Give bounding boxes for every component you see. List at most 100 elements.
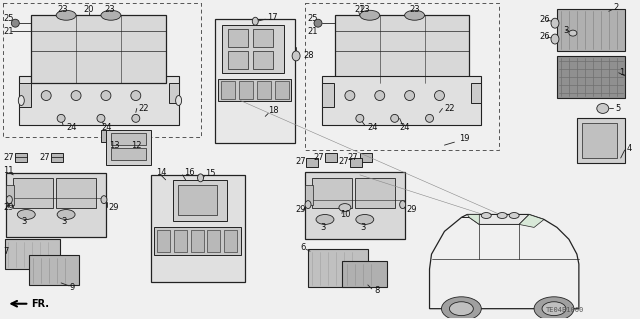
Bar	[225, 230, 237, 252]
Bar	[173, 230, 187, 252]
Ellipse shape	[481, 212, 492, 219]
Ellipse shape	[435, 91, 444, 100]
Polygon shape	[429, 214, 579, 309]
Text: 20: 20	[84, 5, 94, 14]
Bar	[325, 153, 337, 162]
Bar	[216, 19, 295, 143]
Bar	[101, 130, 121, 142]
Bar	[239, 81, 253, 99]
Bar	[29, 255, 79, 285]
Bar	[275, 81, 289, 99]
Bar	[151, 175, 245, 282]
Text: 2: 2	[614, 3, 619, 12]
Ellipse shape	[509, 212, 519, 219]
Bar	[335, 15, 469, 83]
Ellipse shape	[404, 10, 424, 20]
Text: 27: 27	[338, 158, 349, 167]
Ellipse shape	[19, 96, 24, 106]
Ellipse shape	[305, 201, 311, 209]
Ellipse shape	[404, 91, 415, 100]
Text: 6: 6	[300, 243, 305, 252]
Bar	[31, 15, 166, 83]
Text: 7: 7	[3, 247, 9, 256]
Text: 29: 29	[295, 205, 306, 214]
Bar	[582, 123, 617, 158]
Ellipse shape	[57, 210, 75, 219]
Ellipse shape	[399, 201, 406, 209]
Ellipse shape	[17, 210, 35, 219]
Ellipse shape	[497, 212, 507, 219]
Text: 17: 17	[268, 13, 278, 22]
Polygon shape	[461, 214, 529, 225]
Ellipse shape	[551, 18, 559, 28]
Bar	[305, 172, 404, 239]
Ellipse shape	[101, 10, 121, 20]
Ellipse shape	[12, 19, 19, 27]
Bar	[577, 118, 625, 163]
Bar	[557, 9, 625, 51]
Ellipse shape	[101, 91, 111, 100]
Bar	[360, 153, 372, 162]
Ellipse shape	[569, 30, 577, 36]
Bar	[19, 83, 31, 108]
Text: 21: 21	[355, 5, 365, 14]
Polygon shape	[519, 214, 544, 227]
Text: 3: 3	[61, 217, 67, 226]
Ellipse shape	[56, 10, 76, 20]
Text: 19: 19	[460, 134, 470, 143]
Ellipse shape	[316, 214, 334, 225]
Bar	[5, 239, 60, 269]
Text: 29: 29	[406, 205, 417, 214]
Text: 27: 27	[3, 152, 14, 161]
Bar	[218, 79, 291, 100]
Text: 14: 14	[156, 168, 166, 177]
Ellipse shape	[390, 115, 399, 122]
Bar	[322, 83, 334, 108]
Ellipse shape	[339, 204, 351, 211]
Text: 26: 26	[539, 15, 550, 24]
Bar	[191, 230, 204, 252]
Ellipse shape	[131, 91, 141, 100]
Bar	[173, 180, 227, 221]
Bar	[6, 185, 14, 204]
Text: 24: 24	[101, 123, 111, 132]
Bar	[342, 261, 387, 287]
Bar	[157, 230, 170, 252]
Bar	[305, 185, 313, 204]
Ellipse shape	[542, 302, 566, 315]
Bar	[111, 148, 146, 160]
Text: 23: 23	[57, 5, 68, 14]
Text: 27: 27	[295, 158, 306, 167]
Bar	[471, 83, 481, 102]
Bar	[106, 130, 151, 165]
Ellipse shape	[360, 10, 380, 20]
Text: 25: 25	[3, 14, 14, 23]
Ellipse shape	[198, 174, 204, 182]
Bar	[154, 227, 241, 255]
Bar	[253, 51, 273, 69]
Text: 23: 23	[360, 5, 371, 14]
Ellipse shape	[41, 91, 51, 100]
Text: 24: 24	[66, 123, 77, 132]
Text: 25: 25	[307, 14, 317, 23]
Ellipse shape	[449, 302, 474, 315]
Text: 13: 13	[109, 141, 120, 150]
Text: 16: 16	[184, 168, 194, 177]
Ellipse shape	[132, 115, 140, 122]
Text: 29: 29	[3, 203, 14, 212]
Text: 1: 1	[619, 68, 624, 77]
Text: 27: 27	[348, 152, 358, 161]
Text: 22: 22	[444, 104, 455, 113]
Text: 21: 21	[3, 26, 14, 36]
Text: TE04B1000: TE04B1000	[545, 307, 584, 313]
Bar	[305, 4, 499, 150]
Polygon shape	[467, 214, 479, 225]
Ellipse shape	[426, 115, 433, 122]
Text: 3: 3	[563, 26, 568, 35]
Bar	[557, 56, 625, 98]
Bar	[228, 29, 248, 47]
Text: 23: 23	[410, 5, 420, 14]
Bar	[355, 178, 395, 208]
Ellipse shape	[345, 91, 355, 100]
Text: 28: 28	[303, 51, 314, 60]
